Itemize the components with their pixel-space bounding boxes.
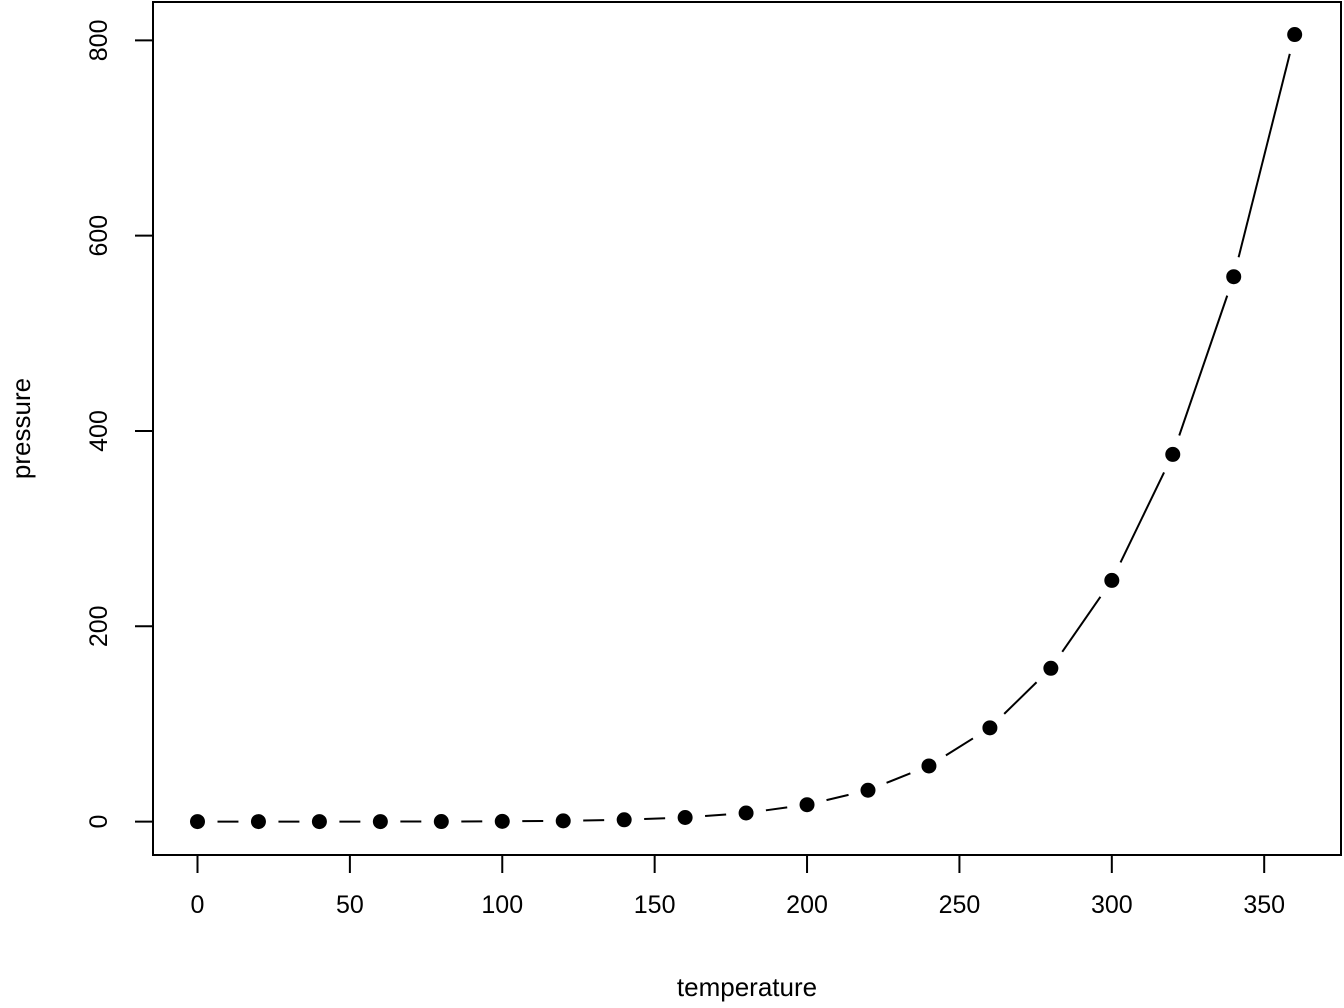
series-segment xyxy=(765,806,788,812)
series-segment xyxy=(945,737,974,757)
series-segment xyxy=(1178,295,1229,436)
x-axis-tick-label: 200 xyxy=(786,891,828,919)
data-point xyxy=(1226,269,1242,285)
data-point xyxy=(372,814,388,830)
data-point xyxy=(189,814,205,830)
data-point xyxy=(1165,446,1181,462)
x-axis-tick-label: 150 xyxy=(634,891,676,919)
y-axis-tick-label: 400 xyxy=(85,410,113,452)
data-point xyxy=(555,813,571,829)
x-axis-tick-label: 250 xyxy=(939,891,981,919)
series-segment xyxy=(1237,53,1291,258)
data-point xyxy=(1043,660,1059,676)
y-axis-label: pressure xyxy=(6,378,36,479)
y-axis-tick-label: 200 xyxy=(85,605,113,647)
x-axis-tick-label: 300 xyxy=(1091,891,1133,919)
data-point xyxy=(494,813,510,829)
x-axis-tick-label: 350 xyxy=(1243,891,1285,919)
x-axis-tick-label: 50 xyxy=(336,891,364,919)
x-axis-tick-label: 0 xyxy=(191,891,205,919)
x-axis-label: temperature xyxy=(677,972,817,1002)
x-axis-tick-label: 100 xyxy=(481,891,523,919)
data-point xyxy=(311,814,327,830)
data-point xyxy=(799,797,815,813)
series-segment xyxy=(826,793,849,802)
series-segment xyxy=(705,813,727,818)
series-segment xyxy=(886,772,911,784)
series-segment xyxy=(644,817,666,821)
series-segment xyxy=(1003,681,1038,715)
data-point xyxy=(1104,572,1120,588)
data-point xyxy=(433,814,449,830)
plot-border xyxy=(152,1,1342,856)
data-point xyxy=(1287,27,1303,43)
y-axis-tick-label: 0 xyxy=(85,815,113,829)
y-axis-tick-label: 600 xyxy=(85,215,113,257)
data-point xyxy=(250,814,266,830)
data-point xyxy=(677,810,693,826)
data-point xyxy=(738,805,754,821)
data-point xyxy=(860,782,876,798)
series-segment xyxy=(1061,596,1102,653)
data-point xyxy=(982,720,998,736)
y-axis-tick-label: 800 xyxy=(85,20,113,62)
data-point xyxy=(616,812,632,828)
series-segment xyxy=(1119,471,1165,563)
data-point xyxy=(921,758,937,774)
